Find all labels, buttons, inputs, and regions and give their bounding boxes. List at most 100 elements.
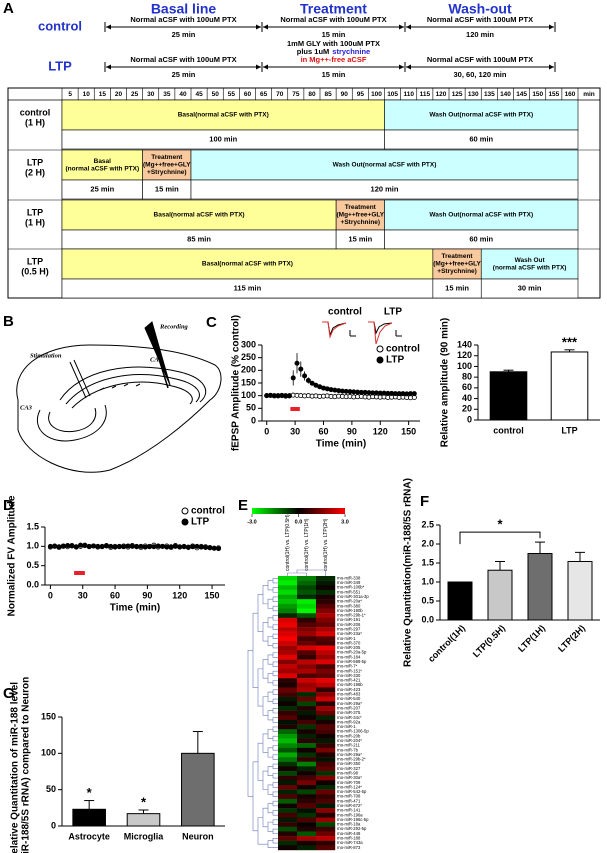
segment-duration: 25 min bbox=[172, 70, 196, 79]
y-tick-label: 50 bbox=[246, 403, 256, 413]
time-tick-label: 60 bbox=[244, 91, 252, 98]
segment-duration: 25 min bbox=[90, 184, 114, 193]
time-tick-label: 20 bbox=[115, 91, 123, 98]
heatmap-cell bbox=[316, 710, 336, 716]
row-label: rno-miR-1306-5p bbox=[337, 729, 369, 734]
segment-label: +Strychnine) bbox=[147, 169, 187, 176]
data-point bbox=[121, 544, 127, 550]
data-point bbox=[147, 543, 153, 549]
legend-marker bbox=[181, 507, 189, 515]
panel-letter: D bbox=[3, 497, 14, 514]
panel-letter: G bbox=[3, 685, 15, 702]
heatmap-cell bbox=[297, 580, 317, 586]
heatmap-cell bbox=[316, 808, 336, 814]
row-label: rno-miR-423 bbox=[337, 687, 361, 692]
row-dendrogram bbox=[257, 594, 263, 633]
heatmap-cell bbox=[297, 761, 317, 767]
time-tick-label: 120 bbox=[436, 91, 447, 98]
row-dendrogram bbox=[272, 819, 278, 825]
row-label: rno-miR-551 bbox=[337, 589, 361, 594]
heatmap-cell bbox=[316, 664, 336, 670]
y-tick-label: 0.5 bbox=[26, 560, 39, 570]
row-dendrogram bbox=[262, 622, 268, 642]
y-tick-label: 50 bbox=[46, 784, 56, 794]
row-label: rno-miR-30a* bbox=[337, 775, 362, 780]
row-label: rno-miR-196a bbox=[337, 812, 363, 817]
y-tick-label: 1.0 bbox=[26, 541, 39, 551]
segment-duration: 60 min bbox=[469, 134, 493, 143]
stimulus-bar bbox=[74, 571, 85, 575]
row-label: rno-miR-98 bbox=[337, 770, 359, 775]
row-dendrogram bbox=[272, 596, 278, 602]
row-dendrogram bbox=[262, 807, 268, 828]
significance-mark: * bbox=[87, 785, 93, 800]
bar bbox=[447, 581, 473, 621]
row-dendrogram bbox=[262, 696, 268, 716]
x-tick-label: 150 bbox=[205, 590, 220, 600]
significance-mark: * bbox=[497, 517, 503, 532]
row-dendrogram bbox=[272, 670, 278, 677]
row-dendrogram bbox=[272, 828, 278, 835]
protocol-segment bbox=[384, 199, 579, 231]
x-tick-label: LTP(0.5H) bbox=[471, 623, 507, 659]
heatmap-cell bbox=[316, 706, 336, 711]
protocol-segment bbox=[384, 99, 579, 131]
heatmap-cell bbox=[316, 766, 336, 772]
row-label: rno-miR-292-5p bbox=[337, 826, 367, 831]
row-label: (1 H) bbox=[25, 217, 45, 227]
time-tick-label: 35 bbox=[163, 91, 171, 98]
significance-bracket bbox=[459, 531, 541, 545]
y-tick-label: 2.5 bbox=[421, 519, 434, 529]
heatmap-cell bbox=[316, 743, 336, 749]
heatmap-cell bbox=[316, 687, 336, 693]
heatmap-cell bbox=[316, 603, 336, 609]
heatmap-cell bbox=[297, 845, 317, 851]
time-tick-label: 45 bbox=[196, 91, 204, 98]
row-label: rno-miR-196c-5p bbox=[337, 817, 369, 822]
heatmap-cell bbox=[316, 724, 336, 730]
heatmap-cell bbox=[316, 613, 336, 618]
heatmap-cell bbox=[316, 617, 336, 623]
heatmap-cell bbox=[316, 836, 336, 841]
row-label: rno-miR-7b bbox=[337, 747, 359, 752]
region-label: CA1 bbox=[150, 356, 162, 363]
time-tick-label: 100 bbox=[371, 91, 382, 98]
heatmap-cell bbox=[278, 631, 298, 637]
data-point bbox=[69, 543, 75, 549]
region-label: Stimulation bbox=[30, 352, 62, 359]
x-tick-label: 0 bbox=[48, 590, 53, 600]
time-tick-label: 40 bbox=[179, 91, 187, 98]
y-tick-label: 0 bbox=[467, 414, 472, 424]
heatmap-cell bbox=[297, 822, 317, 827]
y-tick-label: 200 bbox=[241, 365, 256, 375]
heatmap-cell bbox=[297, 733, 317, 739]
x-tick-label: Astrocyte bbox=[68, 831, 110, 841]
legend-label: control bbox=[386, 344, 420, 355]
row-label: (1 H) bbox=[25, 117, 45, 127]
legend-label: LTP bbox=[386, 355, 404, 366]
segment-text: Normal aCSF with 100uM PTX bbox=[280, 15, 386, 24]
heatmap-cell bbox=[316, 715, 336, 721]
row-label: rno-miR-7* bbox=[337, 664, 358, 669]
legend-label: control bbox=[191, 506, 225, 517]
row-dendrogram bbox=[267, 617, 273, 628]
row-dendrogram bbox=[272, 643, 278, 649]
y-tick-label: 2.0 bbox=[421, 538, 434, 548]
row-label: rno-miR-34c* bbox=[337, 715, 362, 720]
inset-traces bbox=[322, 321, 402, 345]
row-label: rno-miR-330 bbox=[337, 673, 361, 678]
data-point bbox=[203, 544, 209, 550]
heatmap-cell bbox=[297, 678, 317, 684]
y-tick-label: 1.5 bbox=[421, 557, 434, 567]
row-dendrogram bbox=[272, 838, 278, 844]
heatmap-cell bbox=[278, 608, 298, 614]
segment-label: Treatment bbox=[442, 253, 474, 260]
data-point bbox=[294, 360, 300, 366]
heatmap-cell bbox=[297, 789, 317, 795]
heatmap-cell bbox=[297, 757, 317, 762]
inset-label: LTP bbox=[384, 307, 402, 318]
phase-title: Wash-out bbox=[448, 1, 512, 17]
data-point bbox=[60, 543, 66, 549]
x-tick-label: 90 bbox=[142, 590, 152, 600]
heatmap-cell bbox=[297, 654, 317, 660]
